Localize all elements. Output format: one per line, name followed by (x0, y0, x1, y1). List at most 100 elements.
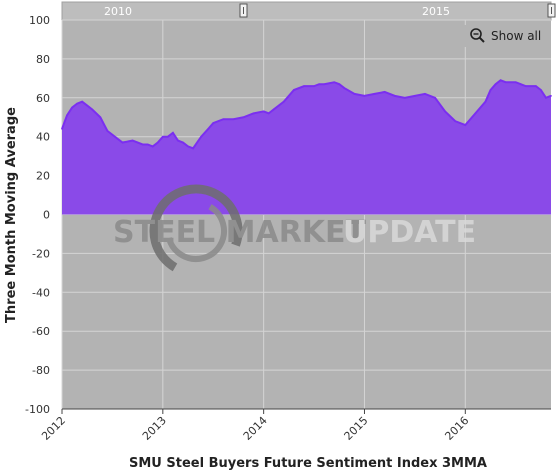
data-point (76, 102, 78, 105)
data-point (86, 104, 89, 107)
data-point (545, 97, 547, 99)
series-area (62, 80, 551, 215)
data-point (192, 147, 194, 150)
y-tick-label: 40 (36, 131, 50, 144)
y-tick-label: -80 (32, 364, 50, 377)
data-point (177, 139, 179, 142)
data-point (212, 122, 215, 124)
data-point (504, 81, 507, 84)
data-point (494, 83, 497, 85)
y-tick-label: 100 (29, 14, 50, 27)
data-point (141, 143, 144, 146)
data-point (262, 110, 265, 113)
data-point (162, 135, 164, 138)
data-point (121, 141, 124, 144)
data-point (267, 112, 270, 115)
watermark: STEEL MARKET UPDATE (113, 184, 476, 278)
data-point (99, 116, 102, 119)
data-point (303, 85, 305, 87)
data-point (207, 128, 209, 130)
data-point (338, 83, 341, 85)
data-point (252, 112, 255, 115)
show-all-button[interactable]: Show all (463, 25, 545, 47)
data-point (393, 95, 396, 97)
data-point (200, 135, 202, 138)
data-point (156, 141, 159, 144)
data-point (242, 116, 245, 119)
data-point (550, 95, 552, 97)
data-point (323, 83, 325, 85)
data-point (318, 83, 320, 85)
data-points (61, 79, 552, 150)
data-point (71, 106, 73, 109)
data-point (524, 85, 527, 87)
data-point (519, 83, 522, 85)
data-point (499, 79, 502, 82)
data-point (484, 100, 487, 103)
data-point (313, 85, 315, 87)
x-axis: 2012 2013 2014 2015 2016 (39, 408, 551, 443)
data-point (444, 110, 446, 113)
watermark-text-update: UPDATE (343, 215, 476, 250)
navigator-label-2015: 2015 (422, 5, 450, 18)
data-point (272, 108, 275, 111)
x-tick-label: 2016 (442, 414, 471, 443)
data-point (514, 81, 517, 84)
data-point (373, 93, 376, 95)
y-tick-label: 80 (36, 53, 50, 66)
y-tick-label: -100 (25, 403, 50, 416)
data-point (343, 87, 346, 89)
data-point (146, 143, 149, 146)
data-point (222, 118, 225, 120)
data-point (414, 95, 416, 97)
data-point (404, 97, 406, 99)
magnifier-minus-icon (470, 28, 485, 43)
data-point (333, 81, 336, 84)
x-axis-title: SMU Steel Buyers Future Sentiment Index … (129, 456, 487, 471)
data-point (474, 112, 477, 115)
data-point (91, 108, 94, 111)
y-tick-label: 60 (36, 92, 50, 105)
data-point (434, 97, 436, 99)
y-axis: 100 80 60 40 20 0 -20 -40 -60 -80 -100 (25, 14, 50, 416)
data-point (131, 139, 134, 142)
data-point (464, 124, 467, 126)
data-point (363, 95, 366, 97)
data-point (535, 85, 537, 87)
data-point (111, 133, 114, 136)
data-point (232, 118, 235, 120)
data-point (540, 89, 542, 91)
data-point (383, 91, 386, 93)
y-axis-title: Three Month Moving Average (4, 107, 19, 323)
watermark-logo-inner (165, 200, 227, 262)
x-tick-label: 2013 (140, 414, 169, 443)
data-point (283, 100, 285, 103)
navigator-label-2010: 2010 (104, 5, 132, 18)
data-point (454, 120, 457, 122)
x-tick-label: 2012 (39, 414, 68, 443)
data-point (167, 135, 169, 138)
data-point (424, 93, 426, 95)
data-point (187, 145, 189, 148)
data-point (293, 89, 295, 91)
data-point (61, 128, 63, 130)
watermark-text-steel-market: STEEL MARKET (113, 215, 367, 250)
show-all-label[interactable]: Show all (491, 29, 541, 43)
y-tick-label: 20 (36, 170, 50, 183)
data-point (106, 130, 109, 132)
y-tick-label: -20 (32, 247, 50, 260)
data-point (66, 114, 68, 117)
navigator-track[interactable] (61, 1, 552, 21)
x-tick-label: 2015 (342, 414, 371, 443)
y-tick-label: -40 (32, 286, 50, 299)
y-tick-label: -60 (32, 325, 50, 338)
data-point (489, 89, 492, 91)
data-point (151, 145, 154, 148)
y-tick-label: 0 (43, 209, 50, 222)
x-tick-label: 2014 (241, 414, 270, 443)
watermark-logo-outer (149, 184, 243, 278)
data-point (182, 141, 184, 144)
data-point (172, 132, 174, 134)
navigator[interactable]: 2010 2015 (61, 1, 556, 21)
